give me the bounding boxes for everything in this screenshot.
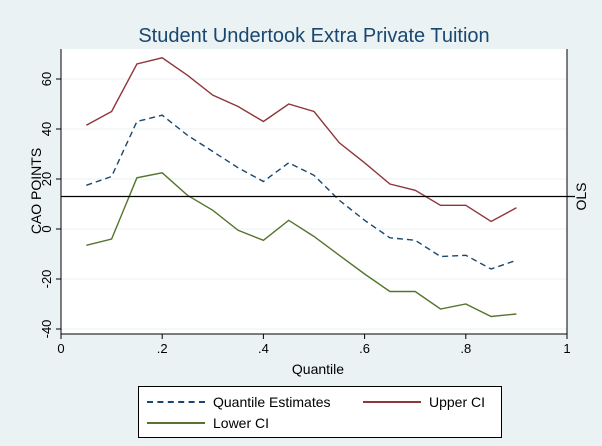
data-point-lower-ci (490, 316, 492, 318)
data-point-lower-ci (111, 238, 113, 240)
data-point-upper-ci (440, 204, 442, 206)
ols-label: OLS (573, 182, 589, 210)
data-point-quantile-estimates (136, 121, 138, 123)
y-tick-label: 0 (39, 225, 54, 232)
y-axis-label: CAO POINTS (28, 148, 44, 234)
data-point-upper-ci (339, 142, 341, 144)
data-point-lower-ci (516, 313, 518, 315)
data-point-upper-ci (288, 103, 290, 105)
legend-item-lower-ci: Lower CI (147, 414, 269, 432)
data-point-lower-ci (414, 291, 416, 293)
data-point-quantile-estimates (288, 162, 290, 164)
data-point-upper-ci (364, 162, 366, 164)
data-point-lower-ci (263, 239, 265, 241)
data-point-quantile-estimates (313, 174, 315, 176)
data-point-quantile-estimates (237, 167, 239, 169)
legend-item-upper-ci: Upper CI (363, 393, 485, 411)
y-tick-label: 60 (39, 72, 54, 86)
data-point-quantile-estimates (490, 268, 492, 270)
data-point-upper-ci (465, 204, 467, 206)
data-point-lower-ci (313, 236, 315, 238)
legend-label: Quantile Estimates (213, 394, 331, 410)
data-point-upper-ci (263, 121, 265, 123)
series-line-quantile-estimates (86, 114, 517, 270)
chart-title: Student Undertook Extra Private Tuition (138, 25, 489, 47)
data-point-upper-ci (212, 94, 214, 96)
data-point-upper-ci (237, 106, 239, 108)
y-tick-label: 20 (39, 172, 54, 186)
x-tick-label: 1 (563, 341, 570, 356)
data-point-lower-ci (212, 209, 214, 211)
data-point-upper-ci (313, 111, 315, 113)
x-tick-label: 0 (57, 341, 64, 356)
y-tick-label: -20 (39, 270, 54, 289)
axes: -40 -20 0 20 40 60 0 .2 .4 .6 .8 1 (39, 49, 571, 356)
data-point-quantile-estimates (389, 237, 391, 239)
data-point-quantile-estimates (111, 176, 113, 178)
x-axis-label: Quantile (292, 361, 344, 377)
x-tick-label: .8 (460, 341, 471, 356)
data-point-lower-ci (440, 308, 442, 310)
data-point-lower-ci (136, 177, 138, 179)
data-point-lower-ci (237, 229, 239, 231)
legend-swatch-quantile-estimates (147, 401, 205, 403)
series-line-lower-ci (86, 172, 517, 318)
data-point-lower-ci (187, 194, 189, 196)
data-point-upper-ci (389, 183, 391, 185)
data-point-quantile-estimates (364, 219, 366, 221)
series-line-upper-ci (85, 57, 517, 223)
series (85, 57, 518, 318)
data-point-upper-ci (136, 63, 138, 65)
data-point-lower-ci (339, 254, 341, 256)
data-point-quantile-estimates (465, 254, 467, 256)
data-point-upper-ci (490, 221, 492, 223)
data-point-quantile-estimates (339, 199, 341, 201)
data-point-upper-ci (414, 189, 416, 191)
legend-label: Upper CI (429, 394, 486, 410)
plot-area-background (61, 49, 567, 334)
data-point-upper-ci (86, 124, 88, 126)
data-point-lower-ci (389, 291, 391, 293)
data-point-upper-ci (111, 111, 113, 113)
data-point-lower-ci (465, 303, 467, 305)
data-point-lower-ci (86, 244, 88, 246)
data-point-lower-ci (161, 172, 163, 174)
data-point-lower-ci (288, 219, 290, 221)
gridlines (61, 78, 567, 330)
x-tick-label: .2 (157, 341, 168, 356)
x-tick-label: .4 (258, 341, 269, 356)
legend: Quantile Estimates Upper CI Lower CI (138, 386, 502, 438)
data-point-quantile-estimates (263, 181, 265, 183)
legend-swatch-upper-ci (363, 401, 421, 403)
data-point-upper-ci (187, 74, 189, 76)
y-tick-label: 40 (39, 122, 54, 136)
legend-item-quantile-estimates: Quantile Estimates (147, 393, 331, 411)
legend-swatch-lower-ci (147, 422, 205, 424)
data-point-upper-ci (161, 57, 163, 59)
data-point-quantile-estimates (161, 114, 163, 116)
line-chart: Student Undertook Extra Private Tuition … (28, 25, 589, 377)
data-point-quantile-estimates (86, 184, 88, 186)
data-point-quantile-estimates (440, 256, 442, 258)
x-tick-label: .6 (359, 341, 370, 356)
data-point-quantile-estimates (414, 239, 416, 241)
data-point-upper-ci (516, 207, 518, 209)
data-point-quantile-estimates (516, 259, 518, 261)
data-point-quantile-estimates (187, 134, 189, 136)
data-point-quantile-estimates (212, 151, 214, 153)
data-point-lower-ci (364, 273, 366, 275)
legend-label: Lower CI (213, 415, 270, 431)
y-tick-label: -40 (39, 320, 54, 339)
